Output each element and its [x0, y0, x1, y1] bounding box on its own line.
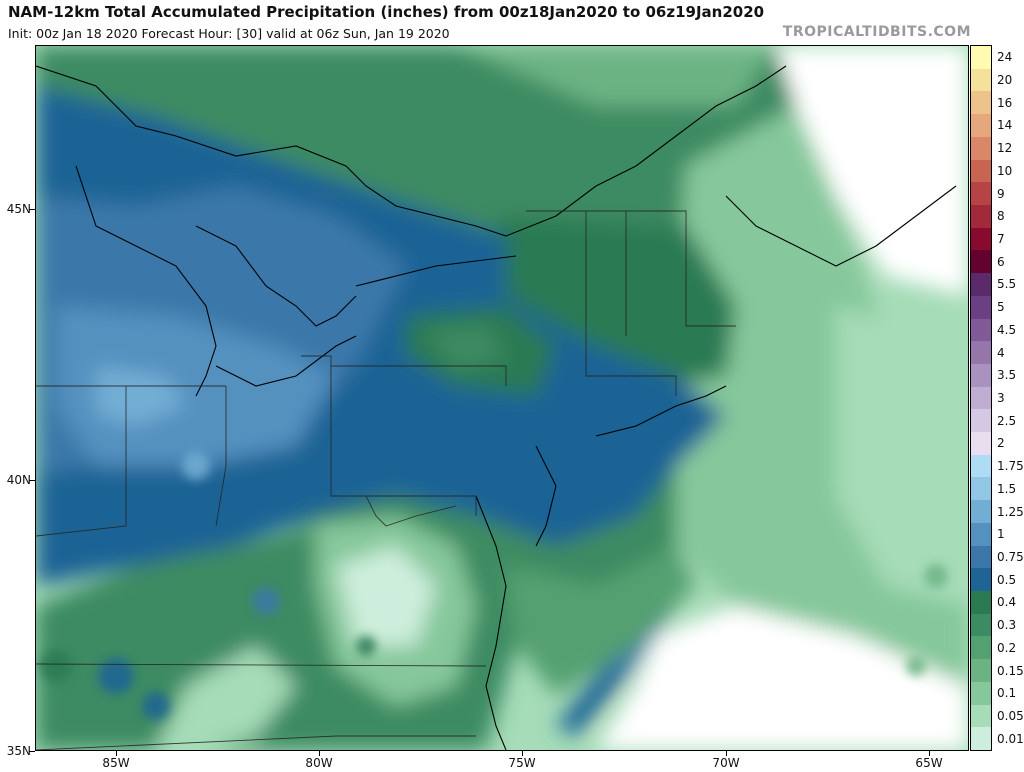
colorbar-swatch: [971, 204, 991, 229]
colorbar-label: 0.4: [997, 595, 1017, 610]
colorbar-swatch: [971, 91, 991, 115]
colorbar-swatch: [971, 250, 991, 274]
colorbar-swatch: [971, 636, 991, 660]
lon-tick-70w: [726, 751, 727, 756]
colorbar-swatch: [971, 613, 991, 637]
coastlines: [36, 65, 957, 750]
colorbar-label: 9: [997, 186, 1005, 201]
colorbar-swatch: [971, 46, 991, 70]
colorbar-swatch: [971, 295, 991, 319]
lat-label-45n: 45N: [6, 202, 31, 216]
colorbar-label: 4: [997, 345, 1005, 360]
colorbar-label: 4.5: [997, 322, 1017, 337]
colorbar-label: 3.5: [997, 368, 1017, 383]
colorbar-swatch: [971, 522, 991, 547]
colorbar-label: 8: [997, 209, 1005, 224]
colorbar-label: 1: [997, 527, 1005, 542]
chart-title: NAM-12km Total Accumulated Precipitation…: [8, 3, 765, 21]
colorbar-label: 1.25: [997, 504, 1024, 519]
colorbar-label: 16: [997, 95, 1013, 110]
brand-watermark: TROPICALTIDBITS.COM: [782, 24, 971, 40]
chart-subtitle: Init: 00z Jan 18 2020 Forecast Hour: [30…: [8, 26, 450, 41]
colorbar-swatch: [971, 568, 991, 592]
colorbar-swatch: [971, 727, 991, 751]
lat-tick-40n: [29, 480, 35, 481]
colorbar-swatch: [971, 363, 991, 388]
lon-tick-85w: [116, 751, 117, 756]
colorbar-label: 1.75: [997, 459, 1024, 474]
colorbar-swatch: [971, 704, 991, 728]
lon-label-70w: 70W: [712, 756, 740, 770]
colorbar-label: 5.5: [997, 277, 1017, 292]
colorbar-label: 0.5: [997, 572, 1017, 587]
colorbar-swatch: [971, 318, 991, 342]
colorbar-label: 2: [997, 436, 1005, 451]
colorbar-swatch: [971, 273, 991, 297]
lon-tick-65w: [929, 751, 930, 756]
colorbar: [970, 45, 992, 751]
colorbar-swatch: [971, 681, 991, 706]
colorbar-label: 5: [997, 300, 1005, 315]
colorbar-label: 3: [997, 391, 1005, 405]
lon-label-80w: 80W: [305, 756, 333, 770]
colorbar-swatch: [971, 68, 991, 92]
colorbar-label: 10: [997, 163, 1013, 178]
colorbar-swatch: [971, 114, 991, 138]
lon-label-65w: 65W: [915, 756, 943, 770]
colorbar-label: 0.2: [997, 640, 1017, 655]
precip-map-svg: [36, 46, 968, 750]
colorbar-swatch: [971, 432, 991, 456]
colorbar-label: 20: [997, 73, 1013, 88]
colorbar-label: 2.5: [997, 413, 1017, 428]
colorbar-swatch: [971, 136, 991, 161]
colorbar-label: 14: [997, 118, 1013, 133]
lon-tick-80w: [319, 751, 320, 756]
colorbar-label: 24: [997, 50, 1013, 65]
colorbar-label: 0.75: [997, 549, 1024, 564]
precip-field: [36, 46, 968, 750]
colorbar-label: 7: [997, 232, 1005, 247]
colorbar-label: 0.01: [997, 731, 1024, 746]
colorbar-swatch: [971, 659, 991, 683]
lon-tick-75w: [522, 751, 523, 756]
colorbar-label: 0.3: [997, 618, 1017, 633]
colorbar-swatch: [971, 409, 991, 433]
lon-label-85w: 85W: [102, 756, 130, 770]
colorbar-swatch: [971, 500, 991, 524]
colorbar-label: 0.1: [997, 686, 1017, 701]
colorbar-swatch: [971, 227, 991, 251]
colorbar-label: 1.5: [997, 481, 1017, 496]
precip-map: [35, 45, 969, 751]
colorbar-label: 12: [997, 141, 1013, 156]
colorbar-swatch: [971, 454, 991, 478]
colorbar-swatch: [971, 159, 991, 183]
lon-label-75w: 75W: [508, 756, 536, 770]
precip-blobs: [40, 452, 948, 720]
colorbar-swatch: [971, 386, 991, 410]
colorbar-label: 0.15: [997, 663, 1024, 678]
lat-tick-45n: [29, 209, 35, 210]
colorbar-swatch: [971, 182, 991, 206]
colorbar-label: 0.05: [997, 708, 1024, 723]
lat-tick-35n: [29, 751, 35, 752]
state-borders: [36, 210, 736, 750]
colorbar-label: 6: [997, 254, 1005, 269]
colorbar-swatch: [971, 545, 991, 569]
colorbar-swatch: [971, 591, 991, 615]
colorbar-swatch: [971, 341, 991, 365]
colorbar-swatch: [971, 477, 991, 501]
lat-label-40n: 40N: [6, 473, 31, 487]
lat-label-35n: 35N: [6, 744, 31, 758]
